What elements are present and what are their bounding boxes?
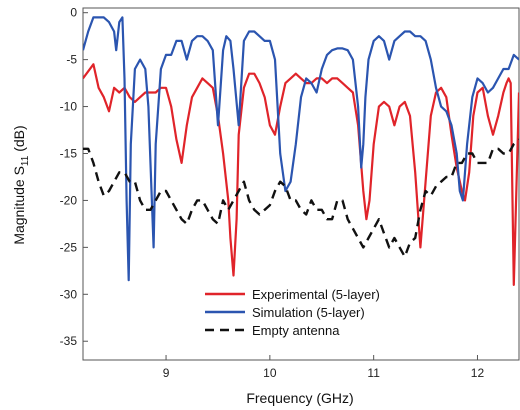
y-tick-label-4: -20 (60, 193, 78, 207)
y-axis-title-unit-text: (dB) (11, 125, 27, 151)
x-axis-title: Frequency (GHz) (246, 390, 353, 406)
legend-label-1: Simulation (5-layer) (252, 305, 365, 320)
series-layer (83, 16, 519, 286)
x-tick-label-0: 9 (163, 366, 170, 380)
y-tick-label-7: -35 (60, 334, 78, 348)
y-tick-label-6: -30 (60, 287, 78, 301)
series-line-1 (83, 16, 519, 282)
y-tick-label-1: -5 (66, 53, 77, 67)
y-tick-label-2: -10 (60, 100, 78, 114)
y-axis-title-main: Magnitude S (11, 166, 27, 245)
legend-label-0: Experimental (5-layer) (252, 287, 380, 302)
x-tick-label-3: 12 (471, 366, 485, 380)
legend-label-2: Empty antenna (252, 323, 340, 338)
y-tick-label-0: 0 (70, 6, 77, 20)
x-tick-label-2: 11 (367, 366, 380, 380)
y-axis-title: Magnitude S11 (dB) (11, 125, 31, 244)
series-line-2 (83, 138, 519, 258)
plot-area-border (82, 7, 520, 361)
y-axis-title-sub: 11 (20, 155, 31, 166)
legend: Experimental (5-layer) Simulation (5-laye… (205, 287, 380, 338)
axis-ticks: 9 10 11 12 0 -5 -10 -15 -20 -25 -30 -35 (60, 6, 485, 380)
x-tick-label-1: 10 (263, 366, 277, 380)
y-tick-label-5: -25 (60, 240, 78, 254)
y-tick-label-3: -15 (60, 146, 78, 160)
